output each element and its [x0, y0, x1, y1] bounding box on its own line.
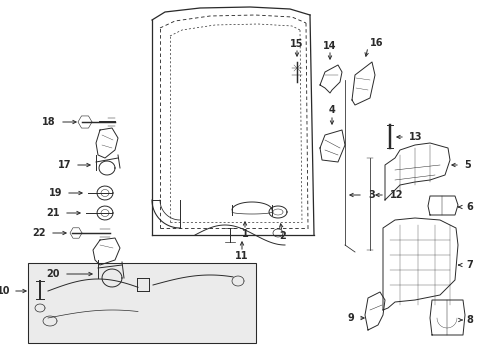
Text: 22: 22	[32, 228, 46, 238]
Text: 4: 4	[328, 105, 335, 115]
Text: 16: 16	[369, 38, 383, 48]
Text: 5: 5	[463, 160, 470, 170]
Text: 15: 15	[290, 39, 303, 49]
Text: 10: 10	[0, 286, 10, 296]
Text: 21: 21	[46, 208, 60, 218]
Text: 7: 7	[465, 260, 472, 270]
Text: 13: 13	[408, 132, 422, 142]
Text: 3: 3	[367, 190, 374, 200]
Text: 11: 11	[235, 251, 248, 261]
Text: 20: 20	[46, 269, 60, 279]
Text: 8: 8	[465, 315, 472, 325]
Text: 6: 6	[465, 202, 472, 212]
Text: 2: 2	[279, 231, 286, 241]
Text: 1: 1	[241, 229, 248, 239]
Text: 12: 12	[389, 190, 403, 200]
Text: 19: 19	[48, 188, 62, 198]
Text: 17: 17	[58, 160, 71, 170]
Bar	[28, 263, 256, 343]
Text: 18: 18	[42, 117, 56, 127]
Text: 14: 14	[323, 41, 336, 51]
Text: 9: 9	[346, 313, 353, 323]
